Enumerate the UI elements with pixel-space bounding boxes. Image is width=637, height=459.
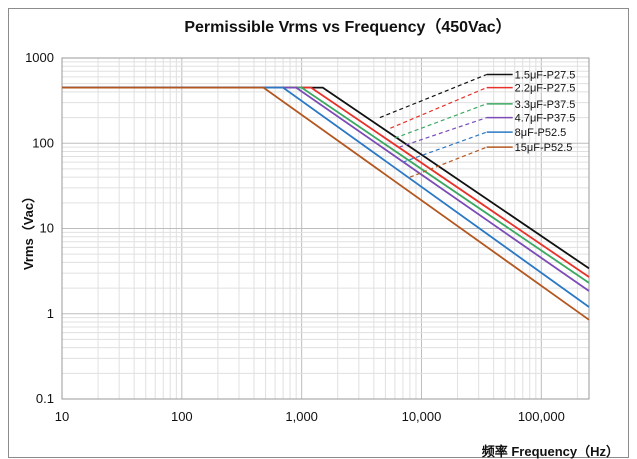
series-leader-line <box>394 103 487 139</box>
y-tick-label: 0.1 <box>36 391 54 406</box>
x-tick-label: 100,000 <box>518 409 565 424</box>
legend: 1.5μF-P27.52.2μF-P27.5 3.3μF-P37.5 4.7μF-P… <box>486 70 576 154</box>
tick-labels: 10 100 1,000 10,000 100,000 0.1 1 10 100 1000 <box>25 50 565 424</box>
legend-label: 1.5μF-P27.5 <box>515 70 576 82</box>
y-tick-label: 1000 <box>25 50 54 65</box>
series-leader-line <box>379 73 487 119</box>
legend-label: 3.3μF-P37.5 <box>515 99 576 111</box>
series-leader-line <box>390 87 487 129</box>
y-tick-label: 10 <box>40 221 54 236</box>
y-tick-label: 1 <box>47 306 54 321</box>
legend-label: 2.2μF-P27.5 <box>515 83 576 95</box>
series-leader-line <box>402 131 487 163</box>
legend-label: 8μF-P52.5 <box>515 127 567 139</box>
series-leader-line <box>398 117 487 148</box>
chart-title: Permissible Vrms vs Frequency（450Vac） <box>184 18 511 36</box>
x-tick-label: 1,000 <box>285 409 318 424</box>
x-tick-label: 10 <box>55 409 69 424</box>
y-axis-label: Vrms（Vac） <box>21 190 36 270</box>
x-tick-label: 10,000 <box>402 409 442 424</box>
series-line <box>62 86 590 321</box>
x-axis-label: 频率 Frequency（Hz） <box>482 444 619 459</box>
plot-area-border <box>61 57 590 400</box>
leader-layer <box>379 73 487 178</box>
y-tick-label: 100 <box>32 135 54 150</box>
series-layer <box>62 86 590 321</box>
legend-label: 4.7μF-P37.5 <box>515 113 576 125</box>
x-tick-label: 100 <box>171 409 193 424</box>
legend-label: 15μF-P52.5 <box>515 142 573 154</box>
